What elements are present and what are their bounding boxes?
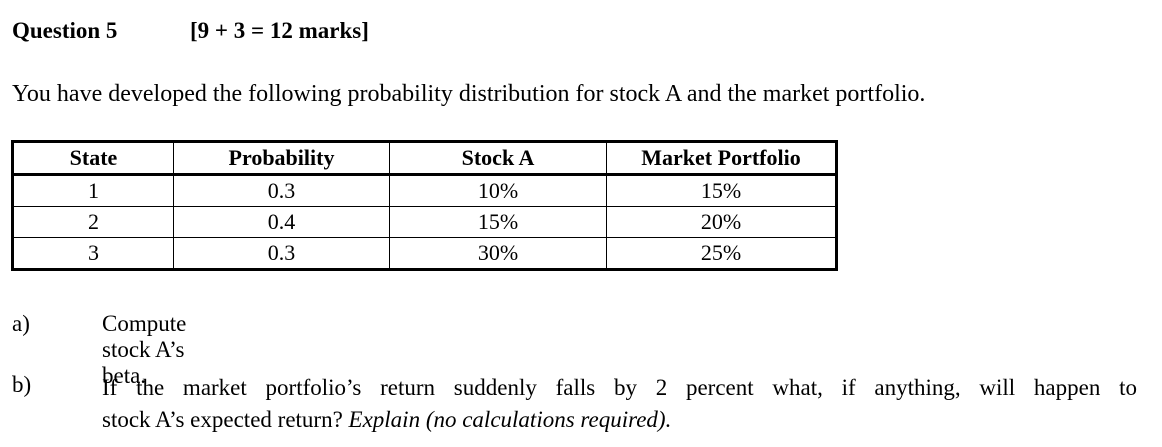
part-a-text: Compute stock A’s beta. [102, 311, 187, 388]
table-row: 2 0.4 15% 20% [12, 206, 837, 238]
cell-probability: 0.3 [173, 237, 390, 270]
table-row: 1 0.3 10% 15% [12, 174, 837, 207]
cell-market-portfolio: 20% [606, 206, 837, 238]
cell-stock-a: 10% [389, 174, 607, 207]
cell-state: 3 [12, 237, 174, 270]
cell-market-portfolio: 25% [606, 237, 837, 270]
part-b-text-line1: If the market portfolio’s return suddenl… [102, 375, 1137, 400]
part-b-text-line2: stock A’s expected return? [102, 407, 343, 432]
cell-market-portfolio: 15% [606, 174, 837, 207]
part-b-text: If the market portfolio’s return suddenl… [102, 372, 1137, 436]
column-header-probability: Probability [173, 141, 390, 176]
part-b-text-italic: Explain (no calculations required). [348, 407, 672, 432]
intro-text: You have developed the following probabi… [12, 81, 926, 107]
column-header-market-portfolio: Market Portfolio [606, 141, 837, 176]
part-a-label: a) [12, 311, 30, 336]
cell-stock-a: 15% [389, 206, 607, 238]
column-header-stock-a: Stock A [389, 141, 607, 176]
cell-state: 2 [12, 206, 174, 238]
probability-distribution-table: State Probability Stock A Market Portfol… [11, 140, 838, 271]
cell-probability: 0.3 [173, 174, 390, 207]
part-b-label: b) [12, 372, 32, 397]
question-title: Question 5 [12, 18, 118, 43]
cell-state: 1 [12, 174, 174, 207]
cell-probability: 0.4 [173, 206, 390, 238]
table-header-row: State Probability Stock A Market Portfol… [12, 141, 837, 176]
cell-stock-a: 30% [389, 237, 607, 270]
table-row: 3 0.3 30% 25% [12, 237, 837, 270]
column-header-state: State [12, 141, 174, 176]
question-header: Question 5 [9 + 3 = 12 marks] [12, 18, 369, 44]
question-marks: [9 + 3 = 12 marks] [190, 18, 369, 43]
